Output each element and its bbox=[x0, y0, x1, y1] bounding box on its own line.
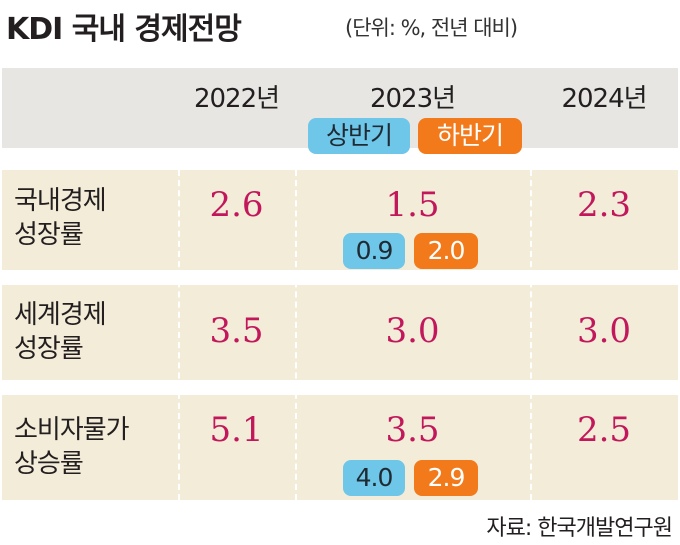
cell-value: 5.1 bbox=[209, 410, 264, 450]
cell-value: 1.5 bbox=[385, 185, 440, 225]
half-value: 0.9 bbox=[343, 233, 405, 269]
row-label-line: 성장률 bbox=[14, 220, 84, 250]
half-value: 4.0 bbox=[343, 460, 405, 496]
column-header: 2022년 bbox=[193, 84, 280, 114]
half-badge: 상반기 bbox=[308, 118, 410, 154]
column-divider bbox=[295, 170, 297, 500]
row-label-line: 국내경제 bbox=[14, 186, 107, 216]
title: KDI 국내 경제전망 bbox=[6, 12, 242, 47]
cell-value: 2.6 bbox=[209, 185, 264, 225]
cell-value: 3.5 bbox=[209, 311, 264, 351]
source: 자료: 한국개발연구원 bbox=[486, 516, 673, 541]
row-label-line: 세계경제 bbox=[14, 300, 107, 330]
cell-value: 2.5 bbox=[576, 410, 632, 450]
unit-note: (단위: %, 전년 대비) bbox=[345, 16, 518, 40]
column-header: 2024년 bbox=[561, 84, 647, 114]
cell-value: 3.0 bbox=[385, 311, 440, 351]
row-label-line: 성장률 bbox=[14, 334, 84, 364]
half-value: 2.9 bbox=[414, 460, 478, 496]
cell-value: 3.0 bbox=[576, 311, 632, 351]
cell-value: 3.5 bbox=[385, 410, 440, 450]
half-value: 2.0 bbox=[414, 233, 478, 269]
column-divider bbox=[178, 170, 180, 500]
cell-value: 2.3 bbox=[576, 185, 632, 225]
table-row bbox=[2, 395, 678, 500]
row-label-line: 소비자물가 bbox=[14, 415, 130, 445]
row-label-line: 상승률 bbox=[14, 449, 84, 479]
table-row bbox=[2, 285, 678, 380]
column-header: 2023년 bbox=[369, 84, 456, 114]
column-divider bbox=[530, 170, 532, 500]
table-row bbox=[2, 170, 678, 270]
half-badge: 하반기 bbox=[418, 118, 522, 154]
